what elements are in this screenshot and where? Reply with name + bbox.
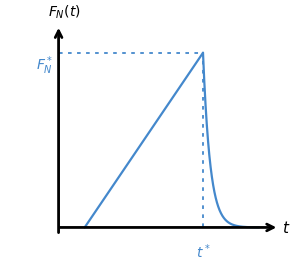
Text: $F_N(t)$: $F_N(t)$ [48,4,80,21]
Text: $F_N^*$: $F_N^*$ [36,55,53,77]
Text: $t^*$: $t^*$ [196,242,211,261]
Text: $t$: $t$ [282,220,291,236]
